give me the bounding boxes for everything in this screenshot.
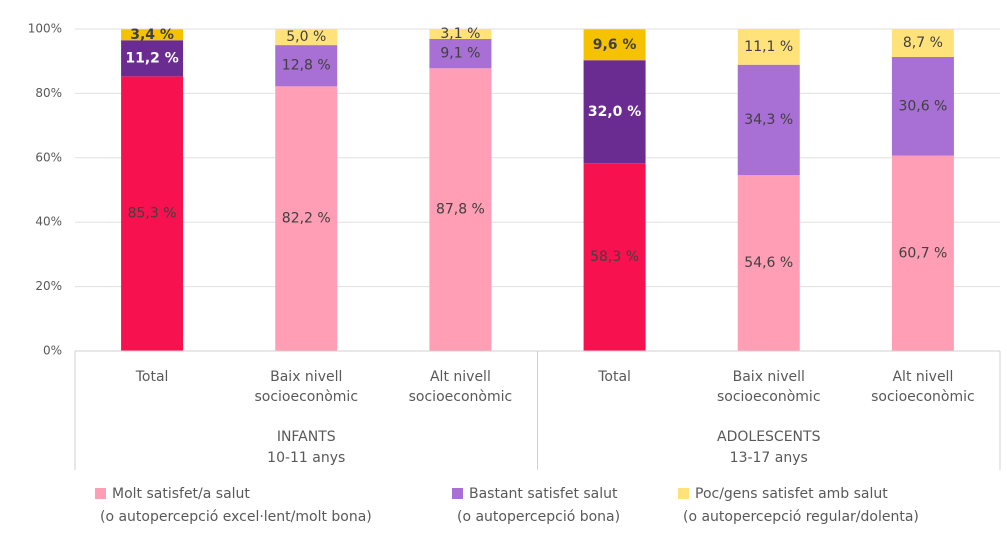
value-label: 82,2 % xyxy=(282,211,331,227)
legend-label: Molt satisfet/a salut xyxy=(112,486,250,502)
value-label: 30,6 % xyxy=(898,98,947,114)
value-label: 60,7 % xyxy=(898,245,947,261)
value-label: 34,3 % xyxy=(744,112,793,128)
value-label: 58,3 % xyxy=(590,249,639,265)
value-label: 3,1 % xyxy=(440,26,480,42)
bar-segment xyxy=(275,45,338,87)
x-tick-label: Alt nivell socioeconòmic xyxy=(409,369,513,405)
bar-segment xyxy=(121,40,184,77)
x-tick-label: Total xyxy=(135,369,169,385)
bar-segment xyxy=(583,60,646,164)
legend-swatch xyxy=(678,488,689,499)
value-label: 5,0 % xyxy=(286,29,326,45)
value-label: 54,6 % xyxy=(744,255,793,271)
legend-label: Bastant satisfet salut xyxy=(469,486,618,502)
bar-segment xyxy=(429,68,492,351)
value-label: 9,1 % xyxy=(440,46,480,62)
bar-segment xyxy=(121,29,184,41)
value-label: 12,8 % xyxy=(282,58,331,74)
value-label: 3,4 % xyxy=(130,27,174,43)
bar-segment xyxy=(737,29,800,65)
value-label: 11,1 % xyxy=(744,39,793,55)
value-label: 87,8 % xyxy=(436,202,485,218)
legend-swatch xyxy=(95,488,106,499)
x-tick-label: Total xyxy=(597,369,631,385)
bar-segment xyxy=(891,29,954,58)
bar-segment xyxy=(891,57,954,156)
legend-swatch xyxy=(452,488,463,499)
group-label: ADOLESCENTS 13-17 anys xyxy=(717,429,821,466)
legend-label: Poc/gens satisfet amb salut xyxy=(695,486,888,502)
y-tick-label: 20% xyxy=(35,279,62,293)
legend-label: (o autopercepció bona) xyxy=(457,509,620,525)
value-label: 9,6 % xyxy=(593,37,637,53)
bar-segment xyxy=(737,64,800,176)
group-label: INFANTS 10-11 anys xyxy=(267,429,345,466)
legend-label: (o autopercepció excel·lent/molt bona) xyxy=(100,509,372,525)
x-tick-label: Alt nivell socioeconòmic xyxy=(871,369,975,405)
value-label: 32,0 % xyxy=(588,104,641,120)
x-tick-label: Baix nivell socioeconòmic xyxy=(717,369,821,405)
bar-segment xyxy=(275,29,338,46)
y-tick-label: 40% xyxy=(35,215,62,229)
value-label: 11,2 % xyxy=(125,50,178,66)
bar-segment xyxy=(737,175,800,351)
bar-segment xyxy=(583,163,646,351)
legend-label: (o autopercepció regular/dolenta) xyxy=(683,509,919,525)
value-label: 8,7 % xyxy=(903,35,943,51)
y-tick-label: 100% xyxy=(28,22,62,36)
y-tick-label: 0% xyxy=(43,344,62,358)
y-tick-label: 60% xyxy=(35,150,62,164)
y-tick-label: 80% xyxy=(35,86,62,100)
bar-segment xyxy=(891,155,954,351)
x-tick-label: Baix nivell socioeconòmic xyxy=(254,369,358,405)
bar-segment xyxy=(429,38,492,69)
bar-segment xyxy=(583,29,646,61)
bar-segment xyxy=(121,76,184,352)
value-label: 85,3 % xyxy=(128,206,177,222)
bar-segment xyxy=(275,86,338,351)
bar-segment xyxy=(429,29,492,39)
